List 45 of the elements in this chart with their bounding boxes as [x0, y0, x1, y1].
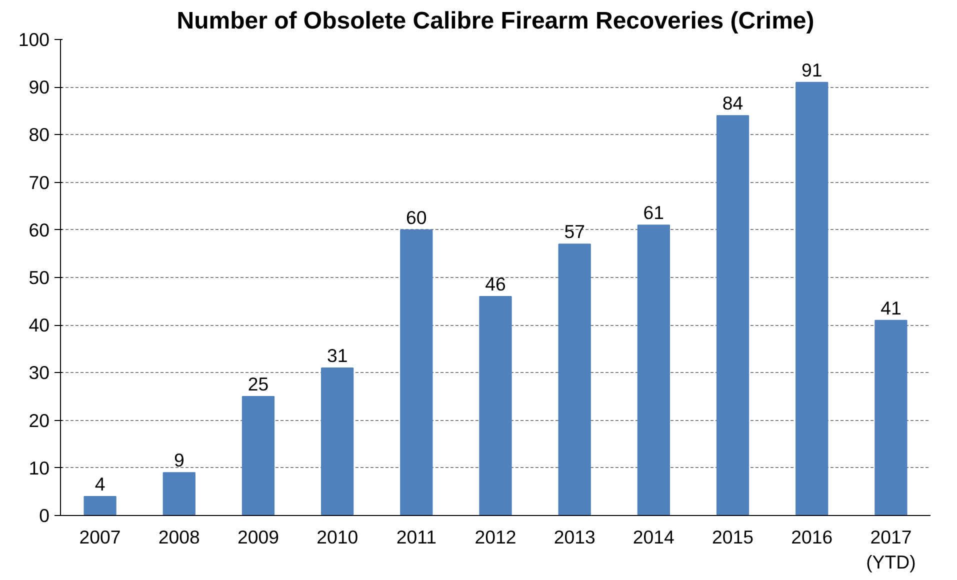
bar [637, 224, 670, 516]
bar [84, 496, 116, 516]
bar [874, 320, 908, 516]
x-tick-label: 2008 [158, 526, 200, 548]
data-label: 91 [801, 59, 822, 80]
x-tick-label: 2016 [791, 526, 833, 548]
data-label: 84 [722, 92, 744, 114]
y-tick-label: 0 [39, 505, 50, 526]
data-label: 41 [880, 297, 902, 318]
y-tick-label: 40 [28, 314, 50, 336]
bar [716, 115, 750, 516]
data-label: 57 [564, 221, 585, 242]
chart-title: Number of Obsolete Calibre Firearm Recoveries (Crime) [176, 8, 814, 34]
x-tick-label: 2015 [712, 526, 754, 548]
data-label: 4 [94, 473, 106, 494]
bar [558, 244, 591, 516]
bar [400, 229, 433, 516]
bar [162, 472, 196, 516]
x-tick-label: 2009 [237, 526, 279, 548]
y-tick-label: 90 [28, 76, 50, 98]
bar [479, 296, 512, 516]
bar [796, 82, 828, 516]
data-label: 60 [406, 206, 427, 228]
x-tick-label: 2017 (YTD) [866, 526, 916, 573]
y-tick-label: 60 [28, 219, 50, 240]
bar [242, 396, 275, 516]
data-label: 46 [485, 274, 506, 295]
x-tick-label: 2013 [554, 526, 596, 548]
x-tick-label: 2011 [396, 526, 436, 548]
y-tick-label: 70 [28, 172, 50, 193]
data-label: 9 [174, 450, 184, 471]
y-tick-label: 10 [28, 457, 50, 478]
y-tick-label: 100 [18, 29, 50, 50]
data-label: 25 [248, 374, 269, 394]
x-tick-label: 2007 [79, 526, 121, 548]
x-tick-label: 2014 [632, 526, 674, 548]
x-tick-label: 2012 [474, 526, 516, 548]
data-label: 31 [326, 344, 348, 366]
data-label: 61 [643, 202, 664, 224]
x-tick-label: 2010 [316, 526, 358, 548]
y-tick-label: 30 [28, 362, 50, 384]
y-tick-label: 50 [28, 267, 50, 288]
y-tick-label: 20 [28, 410, 50, 431]
y-tick-label: 80 [28, 124, 50, 146]
bar [321, 367, 354, 516]
